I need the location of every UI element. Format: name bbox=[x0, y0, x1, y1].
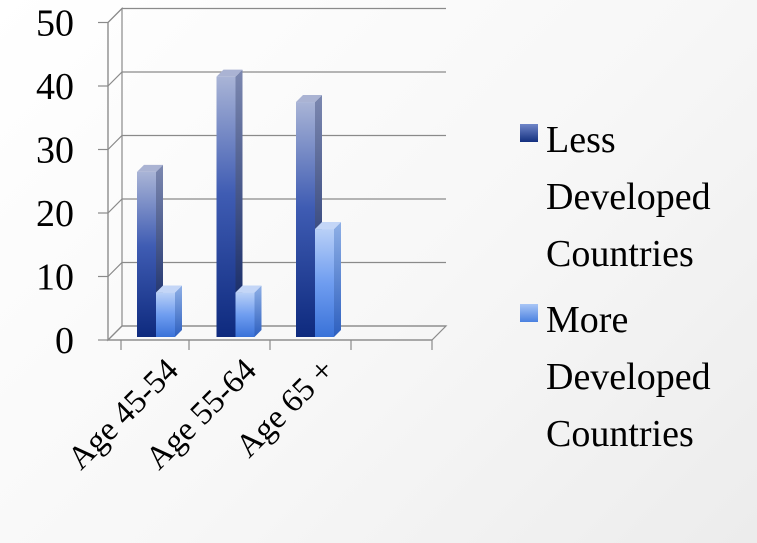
gridline bbox=[107, 198, 446, 214]
legend-item-1: More Developed Countries bbox=[520, 299, 711, 455]
legend-label: More bbox=[546, 299, 628, 341]
left-wall bbox=[107, 7, 123, 342]
bar-less-developed-1 bbox=[216, 69, 243, 338]
axes bbox=[98, 21, 433, 350]
gridline bbox=[107, 134, 446, 150]
y-tick-label: 20 bbox=[36, 193, 74, 235]
legend-swatch bbox=[520, 124, 538, 142]
legend-label: Countries bbox=[546, 233, 694, 275]
legend-label: Developed bbox=[546, 356, 711, 398]
legend-label: Countries bbox=[546, 413, 694, 455]
bar-more-developed-0 bbox=[156, 285, 182, 337]
bar-more-developed-1 bbox=[235, 285, 262, 337]
gridlines bbox=[107, 7, 446, 341]
legend-label: Developed bbox=[546, 176, 711, 218]
bars bbox=[137, 69, 341, 338]
gridline bbox=[107, 7, 446, 23]
bar-more-developed-2 bbox=[315, 222, 341, 337]
y-tick-label: 30 bbox=[36, 130, 74, 172]
legend: Less Developed Countries More Developed Count… bbox=[520, 119, 711, 455]
legend-label: Less bbox=[546, 119, 616, 161]
bar-less-developed-0 bbox=[137, 164, 163, 337]
y-tick-label: 40 bbox=[36, 66, 74, 108]
legend-item-0: Less Developed Countries bbox=[520, 119, 711, 275]
gridline bbox=[107, 71, 446, 87]
y-axis-tick-labels: 0 10 20 30 40 50 bbox=[36, 3, 74, 363]
y-tick-label: 0 bbox=[55, 320, 74, 362]
y-tick-label: 50 bbox=[36, 3, 74, 45]
y-tick-label: 10 bbox=[36, 257, 74, 299]
legend-swatch bbox=[520, 304, 538, 322]
